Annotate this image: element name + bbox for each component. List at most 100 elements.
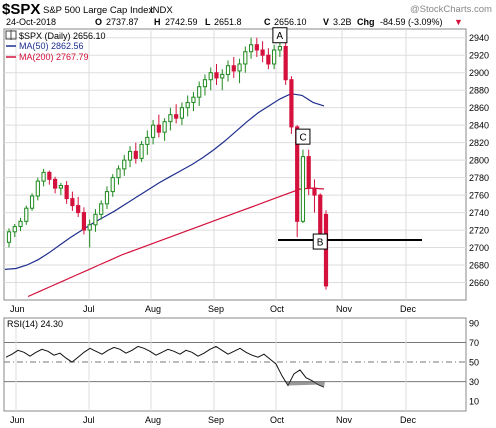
- open-label: O: [95, 17, 102, 27]
- candle-up: [179, 107, 185, 119]
- price-tick-label: 2880: [469, 86, 489, 96]
- quote-date: 24-Oct-2018: [6, 17, 56, 27]
- price-tick-label: 2780: [469, 173, 489, 183]
- price-tick-label: 2860: [469, 103, 489, 113]
- exchange: INDX: [150, 5, 173, 16]
- candle-up: [87, 224, 92, 231]
- price-month-label: Sep: [208, 304, 224, 314]
- annotation-box: [295, 128, 311, 145]
- candle-up: [220, 73, 225, 79]
- candle-up: [41, 171, 46, 182]
- rsi-x-axis: Jun Jul Aug Sep Oct Nov Dec: [10, 415, 417, 425]
- candle-up: [248, 44, 254, 53]
- candle-down: [312, 187, 317, 196]
- rsi-month-label: Nov: [336, 415, 353, 425]
- candle-up: [104, 191, 110, 205]
- candle-down: [306, 156, 311, 189]
- candle-up: [99, 203, 104, 215]
- price-tick-label: 2800: [469, 156, 489, 166]
- candle-up: [116, 168, 121, 179]
- candle-up: [243, 51, 248, 65]
- watermark: @StockCharts.com: [410, 4, 492, 15]
- candle-up: [202, 79, 208, 88]
- price-month-label: Jul: [83, 304, 95, 314]
- volume-value: 3.2B: [333, 17, 352, 27]
- rsi-month-label: Jul: [83, 415, 95, 425]
- change-label: Chg: [357, 17, 375, 27]
- rsi-tick-label: 70: [469, 338, 479, 348]
- rsi-tick-label: 90: [469, 318, 479, 328]
- candle-up: [12, 226, 17, 233]
- change-value: -84.59 (-3.09%): [380, 17, 443, 27]
- candle-down: [156, 124, 161, 133]
- rsi-month-label: Dec: [400, 415, 417, 425]
- candle-up: [24, 207, 29, 222]
- price-tick-label: 2820: [469, 138, 489, 148]
- candle-up: [277, 45, 282, 51]
- candle-up: [185, 101, 190, 109]
- ma200-line: [27, 187, 325, 298]
- candle-down: [81, 212, 87, 231]
- close-value: 2656.10: [274, 17, 307, 27]
- annotation-label: B: [317, 238, 324, 249]
- price-x-axis: Jun Jul Aug Sep Oct Nov Dec: [10, 304, 417, 314]
- candle-up: [191, 96, 196, 103]
- open-value: 2737.87: [106, 17, 139, 27]
- ma50-polyline: [4, 93, 325, 270]
- price-grid: [4, 29, 466, 300]
- candle-up: [93, 213, 98, 226]
- volume-label: V: [323, 17, 329, 27]
- candle-down: [318, 194, 323, 238]
- price-tick-label: 2740: [469, 208, 489, 218]
- candle-up: [6, 231, 12, 243]
- rsi-tick-label: 30: [469, 377, 479, 387]
- candle-down: [53, 178, 58, 189]
- close-label: C: [264, 17, 271, 27]
- candle-up: [150, 124, 156, 138]
- high-label: H: [154, 17, 161, 27]
- candle-down: [174, 114, 179, 119]
- candle-down: [266, 54, 271, 65]
- legend-ma200: MA(200) 2767.79: [19, 52, 89, 62]
- price-tick-label: 2720: [469, 226, 489, 236]
- price-tick-label: 2660: [469, 278, 489, 288]
- candle-up: [162, 121, 167, 133]
- annotation-label: C: [299, 133, 306, 144]
- rsi-legend: RSI(14) 24.30: [7, 319, 63, 329]
- candle-down: [76, 205, 81, 214]
- annotation-box: [312, 233, 328, 250]
- down-arrow-icon: ▼: [454, 17, 463, 27]
- candle-up: [29, 195, 35, 209]
- price-tick-label: 2900: [469, 68, 489, 78]
- price-tick-label: 2680: [469, 261, 489, 271]
- candle-up: [122, 159, 127, 170]
- annotations: A B C: [272, 27, 328, 250]
- candle-down: [133, 150, 138, 159]
- candle-up: [237, 63, 242, 72]
- candle-down: [295, 126, 300, 222]
- candle-up: [139, 143, 144, 159]
- rsi-polyline: [5, 345, 325, 388]
- candle-up: [225, 65, 231, 75]
- price-tick-label: 2840: [469, 121, 489, 131]
- rsi-grid: [4, 318, 466, 411]
- candle-up: [272, 49, 277, 65]
- rsi-tick-label: 50: [469, 358, 479, 368]
- price-month-label: Oct: [270, 304, 285, 314]
- rsi-panel: [3, 317, 467, 412]
- candle-down: [70, 198, 75, 207]
- ma200-polyline: [27, 187, 325, 298]
- price-tick-label: 2940: [469, 33, 489, 43]
- price-month-label: Dec: [400, 304, 417, 314]
- candle-up: [18, 220, 23, 228]
- candle-down: [260, 49, 265, 56]
- candle-up: [35, 180, 40, 197]
- annotation-label: A: [276, 31, 283, 42]
- symbol: $SPX: [2, 1, 40, 18]
- candle-up: [58, 184, 63, 189]
- price-month-label: Jun: [10, 304, 25, 314]
- price-tick-label: 2700: [469, 243, 489, 253]
- annotation-box: [272, 27, 288, 44]
